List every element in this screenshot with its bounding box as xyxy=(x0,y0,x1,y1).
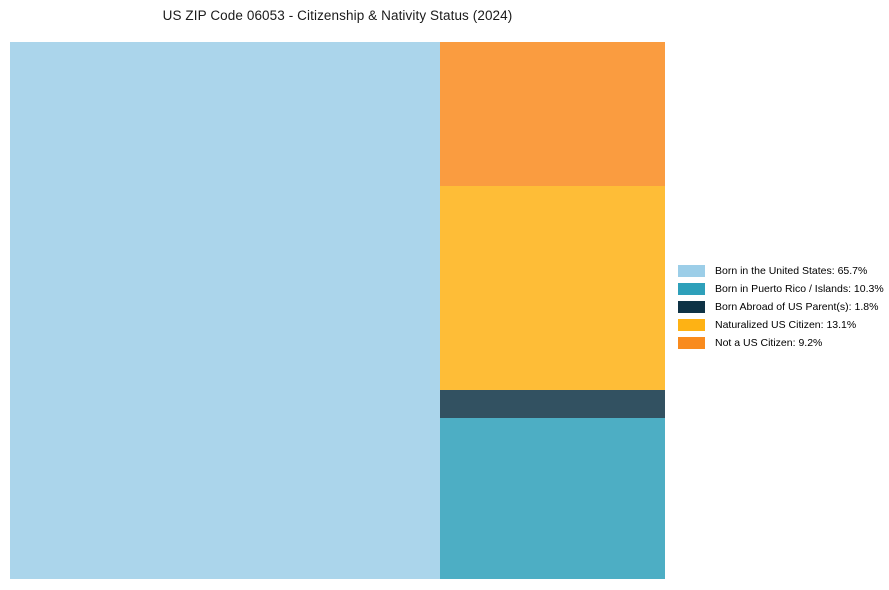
legend-label: Born in Puerto Rico / Islands: 10.3% xyxy=(715,282,884,295)
treemap-tile-born-in-puerto-rico-islands xyxy=(439,418,665,579)
legend-label: Not a US Citizen: 9.2% xyxy=(715,336,823,349)
legend-item-born-in-puerto-rico-islands: Born in Puerto Rico / Islands: 10.3% xyxy=(678,280,884,298)
legend-swatch xyxy=(678,301,705,313)
treemap-tile-born-abroad-of-us-parent-s xyxy=(439,390,665,419)
legend-label: Naturalized US Citizen: 13.1% xyxy=(715,318,857,331)
legend-item-not-a-us-citizen: Not a US Citizen: 9.2% xyxy=(678,334,884,352)
legend-item-naturalized-us-citizen: Naturalized US Citizen: 13.1% xyxy=(678,316,884,334)
treemap-tile-not-a-us-citizen xyxy=(439,42,665,186)
legend-label: Born in the United States: 65.7% xyxy=(715,264,868,277)
legend-label: Born Abroad of US Parent(s): 1.8% xyxy=(715,300,879,313)
legend-swatch xyxy=(678,283,705,295)
chart-title: US ZIP Code 06053 - Citizenship & Nativi… xyxy=(162,8,513,23)
legend-swatch xyxy=(678,319,705,331)
treemap-tile-born-in-the-united-states xyxy=(10,42,440,579)
treemap-tile-naturalized-us-citizen xyxy=(439,185,665,391)
treemap-plot xyxy=(10,42,665,579)
legend-swatch xyxy=(678,265,705,277)
legend: Born in the United States: 65.7% Born in … xyxy=(678,262,884,352)
legend-item-born-abroad-of-us-parent-s: Born Abroad of US Parent(s): 1.8% xyxy=(678,298,884,316)
legend-swatch xyxy=(678,337,705,349)
legend-item-born-in-the-united-states: Born in the United States: 65.7% xyxy=(678,262,884,280)
